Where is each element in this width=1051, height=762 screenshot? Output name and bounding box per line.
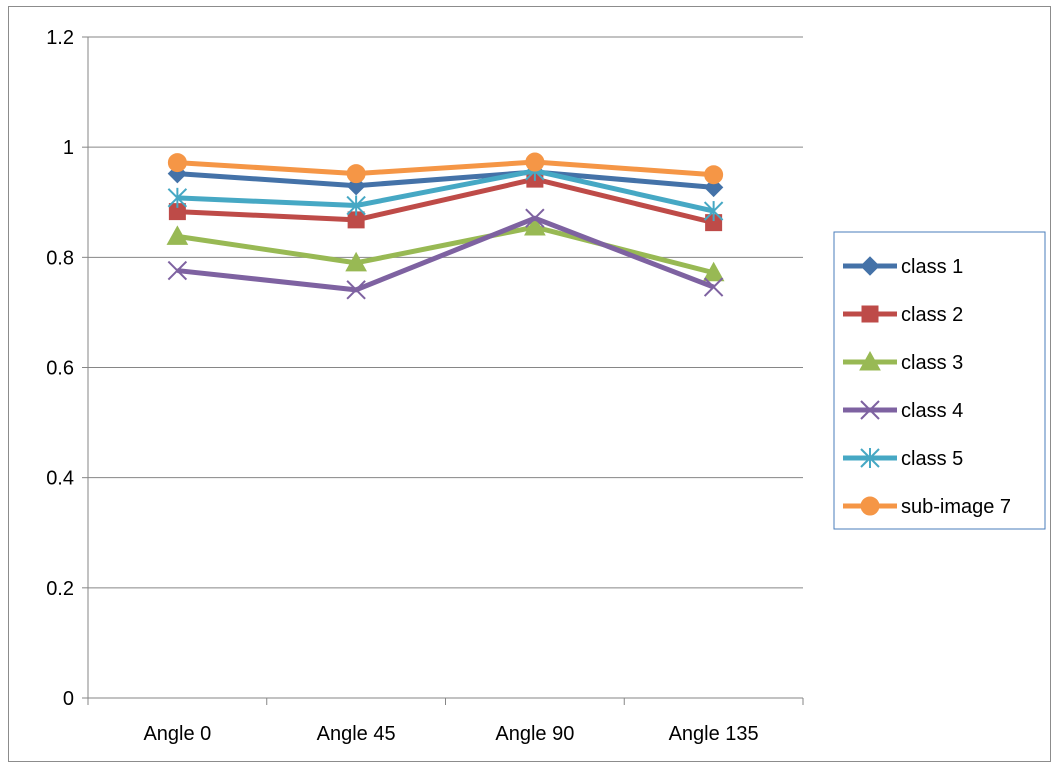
x-tick-label: Angle 135 bbox=[669, 723, 759, 745]
legend: class 1 class 2 class 3 class 4 class 5 sub-i… bbox=[833, 231, 1046, 530]
legend-label: class 1 bbox=[901, 256, 963, 278]
y-tick-label: 1.2 bbox=[46, 27, 74, 49]
gridlines bbox=[88, 36, 803, 589]
legend-marker bbox=[860, 448, 880, 468]
legend-item: class 4 bbox=[843, 400, 963, 422]
data-point bbox=[525, 208, 545, 228]
y-tick-label: 0.2 bbox=[46, 578, 74, 600]
x-tick-label: Angle 0 bbox=[143, 723, 211, 745]
legend-marker bbox=[860, 256, 880, 276]
series-class-2 bbox=[168, 170, 723, 232]
x-tick-labels: Angle 0 Angle 45 Angle 90 Angle 135 bbox=[143, 723, 758, 745]
data-point bbox=[525, 152, 545, 172]
data-point bbox=[346, 280, 366, 300]
data-point bbox=[345, 251, 367, 272]
data-point bbox=[703, 201, 724, 222]
legend-item: class 3 bbox=[843, 350, 963, 374]
series-line bbox=[177, 176, 715, 226]
legend-label: sub-image 7 bbox=[901, 496, 1011, 518]
y-tick-label: 0.4 bbox=[46, 468, 74, 490]
data-point bbox=[704, 165, 724, 185]
data-point bbox=[703, 277, 724, 297]
legend-box bbox=[833, 231, 1046, 530]
legend-item: class 2 bbox=[843, 304, 963, 326]
legend-label: class 5 bbox=[901, 448, 963, 470]
series-sub-image-7 bbox=[167, 152, 724, 185]
data-point bbox=[346, 164, 366, 184]
series-class-4 bbox=[167, 208, 724, 300]
data-point bbox=[167, 260, 188, 281]
series-line bbox=[177, 159, 714, 178]
series-line bbox=[177, 224, 715, 276]
legend-item: class 5 bbox=[843, 448, 963, 470]
x-tick-label: Angle 90 bbox=[495, 723, 574, 745]
y-tick-label: 1 bbox=[63, 137, 74, 159]
y-tick-label: 0.8 bbox=[46, 247, 74, 269]
legend-marker bbox=[861, 305, 879, 323]
legend-label: class 4 bbox=[901, 400, 963, 422]
data-point bbox=[167, 153, 187, 173]
series-class-3 bbox=[166, 216, 725, 282]
legend-marker bbox=[860, 400, 880, 420]
data-point bbox=[166, 225, 189, 245]
series-lines bbox=[166, 152, 725, 300]
legend-item: class 1 bbox=[843, 256, 963, 278]
legend-marker bbox=[860, 496, 880, 516]
series-line bbox=[177, 215, 715, 293]
axes bbox=[82, 36, 804, 705]
data-point bbox=[167, 187, 188, 208]
series-line bbox=[177, 168, 715, 214]
legend-item: sub-image 7 bbox=[843, 496, 1011, 518]
legend-label: class 2 bbox=[901, 304, 963, 326]
legend-marker bbox=[859, 350, 881, 371]
data-point bbox=[346, 195, 366, 216]
series-line bbox=[177, 169, 714, 190]
data-point bbox=[702, 261, 725, 282]
y-tick-label: 0 bbox=[63, 688, 74, 710]
legend-label: class 3 bbox=[901, 352, 963, 374]
data-point bbox=[524, 216, 546, 236]
y-tick-labels: 0 0.2 0.4 0.6 0.8 1 1.2 bbox=[46, 27, 74, 710]
x-tick-label: Angle 45 bbox=[317, 723, 396, 745]
y-tick-label: 0.6 bbox=[46, 358, 74, 380]
